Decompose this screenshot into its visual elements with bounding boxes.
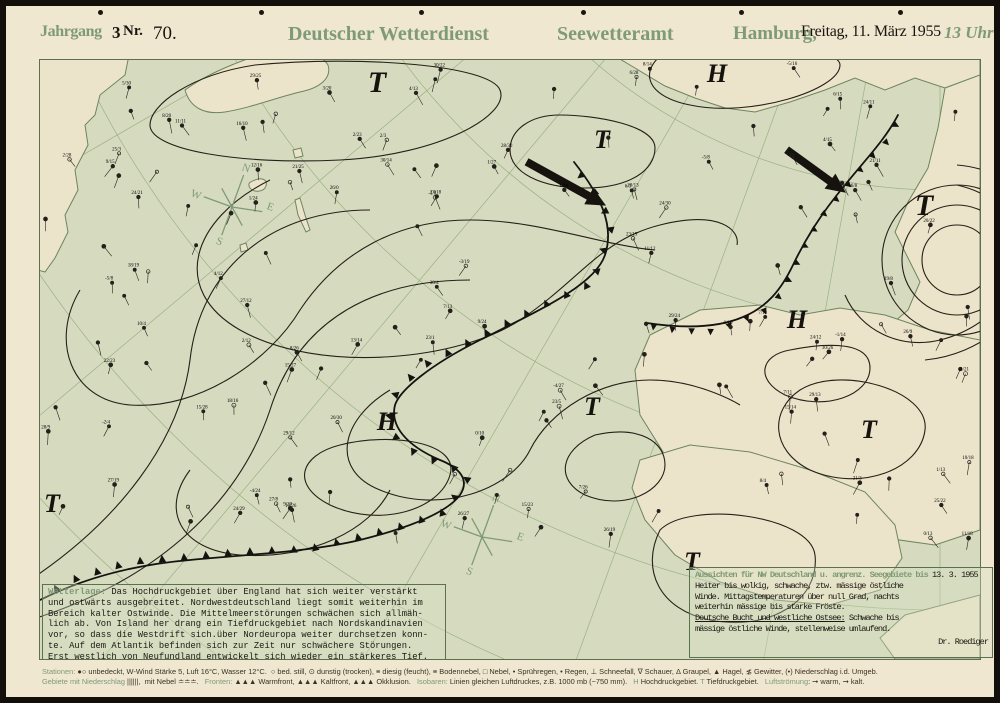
svg-text:27/18: 27/18	[430, 190, 442, 195]
svg-text:11/18: 11/18	[962, 532, 974, 537]
svg-text:-4/27: -4/27	[553, 384, 564, 389]
svg-text:H: H	[786, 305, 808, 334]
svg-text:-1/21: -1/21	[959, 368, 970, 373]
svg-text:-1/24: -1/24	[557, 184, 568, 189]
svg-text:21/11: 21/11	[870, 159, 882, 164]
svg-text:29/13: 29/13	[809, 393, 821, 398]
svg-text:-2/4: -2/4	[102, 420, 111, 425]
svg-text:7/13: 7/13	[443, 305, 452, 310]
svg-text:4/12: 4/12	[214, 272, 223, 277]
svg-text:11/12: 11/12	[644, 247, 656, 252]
svg-text:0/10: 0/10	[475, 432, 484, 437]
svg-text:26/9: 26/9	[903, 330, 912, 335]
svg-text:1/13: 1/13	[936, 468, 945, 473]
svg-text:26/27: 26/27	[458, 512, 470, 517]
svg-text:30/22: 30/22	[434, 64, 446, 69]
svg-text:15/14: 15/14	[785, 406, 797, 411]
svg-text:2/23: 2/23	[353, 133, 362, 138]
svg-text:2/12: 2/12	[242, 339, 251, 344]
svg-text:26/19: 26/19	[604, 528, 616, 533]
svg-text:24/29: 24/29	[233, 507, 245, 512]
svg-text:6/28: 6/28	[630, 71, 639, 76]
svg-text:7/26: 7/26	[579, 486, 588, 491]
svg-text:4/13: 4/13	[409, 87, 418, 92]
svg-text:30/14: 30/14	[380, 159, 392, 164]
svg-text:21/25: 21/25	[292, 165, 304, 170]
svg-text:9/15: 9/15	[106, 160, 115, 165]
svg-text:T: T	[594, 125, 611, 154]
svg-text:28/30: 28/30	[501, 144, 513, 149]
svg-text:15/23: 15/23	[522, 503, 534, 508]
svg-text:2/3: 2/3	[380, 134, 387, 139]
svg-text:0/10: 0/10	[724, 321, 733, 326]
svg-text:22/23: 22/23	[104, 359, 116, 364]
svg-text:26/0: 26/0	[330, 186, 339, 191]
svg-text:8/4: 8/4	[760, 479, 767, 484]
svg-text:29/24: 29/24	[669, 314, 681, 319]
svg-text:12/16: 12/16	[251, 164, 263, 169]
svg-text:H: H	[376, 407, 398, 436]
svg-text:3/20: 3/20	[323, 87, 332, 92]
svg-text:8/14: 8/14	[643, 63, 652, 68]
svg-text:20/13: 20/13	[627, 183, 639, 188]
svg-text:T: T	[44, 489, 61, 518]
svg-text:-5/8: -5/8	[702, 156, 711, 161]
svg-text:-3/19: -3/19	[459, 260, 470, 265]
svg-text:T: T	[861, 415, 878, 444]
svg-text:T: T	[368, 66, 388, 99]
svg-text:25/3: 25/3	[112, 147, 121, 152]
svg-text:-5/8: -5/8	[105, 277, 114, 282]
svg-text:9/24: 9/24	[478, 320, 487, 325]
svg-text:11/11: 11/11	[175, 120, 187, 125]
svg-text:30/26: 30/26	[822, 346, 834, 351]
svg-text:16/10: 16/10	[236, 122, 248, 127]
svg-text:25/22: 25/22	[934, 499, 946, 504]
svg-text:16/8: 16/8	[848, 184, 857, 189]
svg-text:-4/24: -4/24	[250, 489, 261, 494]
svg-text:7/10: 7/10	[758, 311, 767, 316]
svg-text:0/13: 0/13	[924, 532, 933, 537]
svg-text:T: T	[584, 392, 601, 421]
svg-text:18/19: 18/19	[128, 264, 140, 269]
svg-text:19/8: 19/8	[884, 277, 893, 282]
svg-text:9/20: 9/20	[283, 502, 292, 507]
svg-text:2/28: 2/28	[63, 153, 72, 158]
svg-text:1/27: 1/27	[487, 161, 496, 166]
svg-text:23/5: 23/5	[552, 400, 561, 405]
svg-text:H: H	[706, 60, 728, 88]
svg-text:28/9: 28/9	[41, 425, 50, 430]
svg-text:18/16: 18/16	[227, 399, 239, 404]
svg-text:27/12: 27/12	[240, 299, 252, 304]
svg-text:27/19: 27/19	[108, 479, 120, 484]
svg-text:23/19: 23/19	[626, 232, 638, 237]
svg-text:T: T	[915, 189, 935, 222]
svg-text:23/1: 23/1	[426, 336, 435, 341]
svg-text:24/21: 24/21	[131, 191, 143, 196]
svg-text:6/15: 6/15	[833, 93, 842, 98]
svg-text:1/24: 1/24	[249, 197, 258, 202]
svg-text:29/25: 29/25	[250, 74, 262, 79]
svg-text:7/11: 7/11	[783, 391, 792, 396]
svg-text:-5/16: -5/16	[787, 62, 798, 67]
svg-text:15/28: 15/28	[196, 405, 208, 410]
svg-text:-1/14: -1/14	[835, 333, 846, 338]
svg-text:24/12: 24/12	[810, 336, 822, 341]
svg-text:27/8: 27/8	[269, 498, 278, 503]
svg-text:8/26: 8/26	[290, 346, 299, 351]
svg-text:8/20: 8/20	[162, 114, 171, 119]
svg-text:15/27: 15/27	[285, 364, 297, 369]
svg-text:5/30: 5/30	[122, 81, 131, 86]
svg-text:24/11: 24/11	[863, 100, 875, 105]
svg-text:21/3: 21/3	[853, 477, 862, 482]
svg-text:10/18: 10/18	[962, 456, 974, 461]
svg-text:10/4: 10/4	[137, 322, 146, 327]
svg-text:20/30: 20/30	[331, 416, 343, 421]
svg-text:4/15: 4/15	[823, 138, 832, 143]
svg-text:24/30: 24/30	[659, 202, 671, 207]
svg-text:13/14: 13/14	[351, 338, 363, 343]
svg-text:30/4: 30/4	[430, 281, 439, 286]
svg-text:29/12: 29/12	[283, 431, 295, 436]
